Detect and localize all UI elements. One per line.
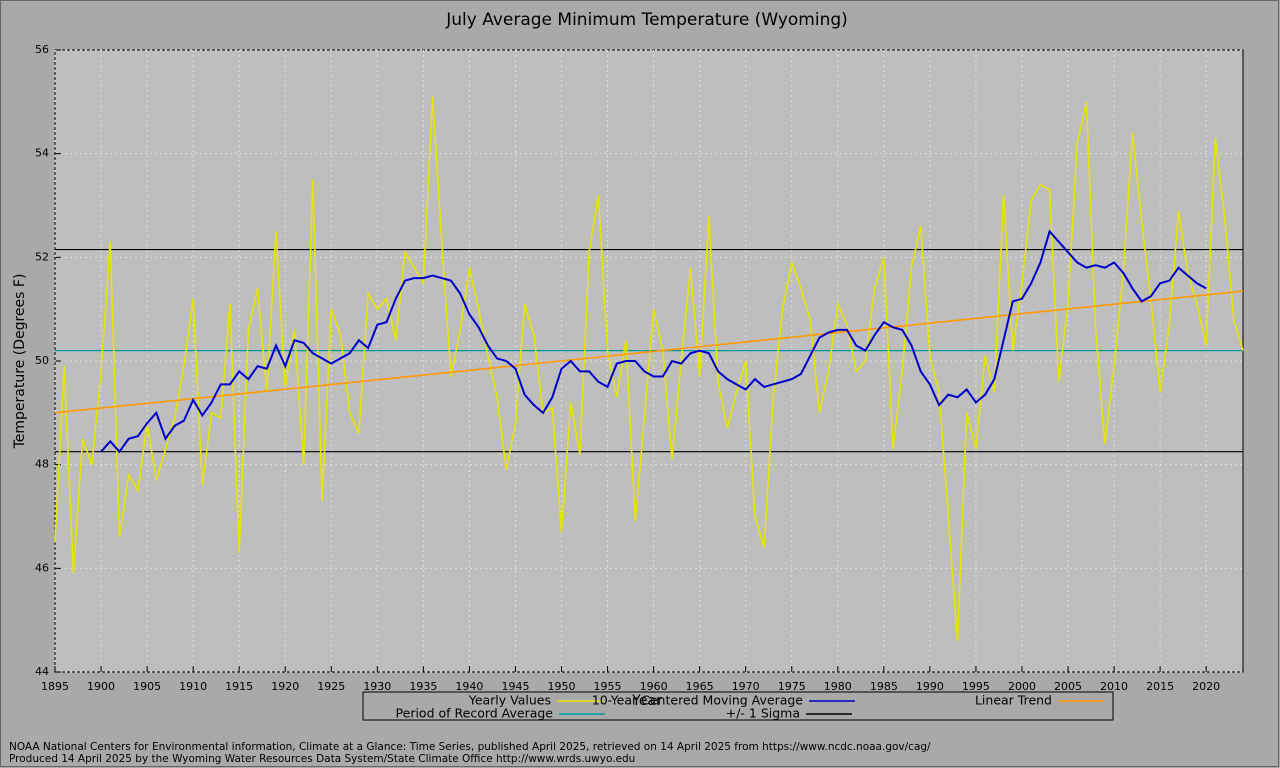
x-tick-label: 1950 bbox=[548, 680, 576, 693]
y-tick-label: 52 bbox=[35, 250, 49, 263]
footer-line: NOAA National Centers for Environmental … bbox=[9, 741, 931, 753]
x-tick-label: 1995 bbox=[962, 680, 990, 693]
x-tick-label: 1945 bbox=[501, 680, 529, 693]
x-tick-label: 1985 bbox=[870, 680, 898, 693]
x-tick-label: 1930 bbox=[363, 680, 391, 693]
x-tick-label: 1920 bbox=[271, 680, 299, 693]
x-axis-label: Year bbox=[631, 693, 662, 709]
x-tick-label: 2010 bbox=[1100, 680, 1128, 693]
x-tick-label: 1895 bbox=[41, 680, 69, 693]
footer-line: Produced 14 April 2025 by the Wyoming Wa… bbox=[9, 753, 635, 765]
series-line bbox=[54, 290, 1244, 414]
series-line bbox=[100, 229, 1207, 454]
x-tick-label: 1925 bbox=[317, 680, 345, 693]
x-tick-label: 2015 bbox=[1146, 680, 1174, 693]
x-tick-label: 1915 bbox=[225, 680, 253, 693]
legend-label: 10-Year Centered Moving Average bbox=[592, 693, 804, 708]
x-tick-label: 1975 bbox=[778, 680, 806, 693]
y-tick-label: 46 bbox=[35, 561, 49, 574]
x-tick-label: 1990 bbox=[916, 680, 944, 693]
y-tick-label: 48 bbox=[35, 458, 49, 471]
x-tick-label: 1960 bbox=[640, 680, 668, 693]
y-tick-label: 50 bbox=[35, 354, 49, 367]
x-tick-label: 1940 bbox=[455, 680, 483, 693]
x-tick-label: 1935 bbox=[409, 680, 437, 693]
x-tick-label: 2000 bbox=[1008, 680, 1036, 693]
y-tick-label: 44 bbox=[35, 665, 49, 678]
x-tick-label: 1900 bbox=[87, 680, 115, 693]
x-tick-label: 2005 bbox=[1054, 680, 1082, 693]
y-axis-label: Temperature (Degrees F) bbox=[12, 274, 28, 450]
chart-title: July Average Minimum Temperature (Wyomin… bbox=[445, 10, 848, 30]
legend-label: Linear Trend bbox=[975, 693, 1052, 708]
x-tick-label: 2020 bbox=[1192, 680, 1220, 693]
legend-label: +/- 1 Sigma bbox=[726, 706, 800, 721]
x-tick-label: 1905 bbox=[133, 680, 161, 693]
y-tick-label: 56 bbox=[35, 43, 49, 56]
x-tick-label: 1955 bbox=[594, 680, 622, 693]
legend-label: Yearly Values bbox=[468, 693, 551, 708]
series-line bbox=[54, 96, 1244, 641]
legend-label: Period of Record Average bbox=[396, 706, 554, 721]
x-tick-label: 1910 bbox=[179, 680, 207, 693]
y-tick-label: 54 bbox=[35, 147, 49, 160]
x-tick-label: 1970 bbox=[732, 680, 760, 693]
legend-box bbox=[362, 691, 1114, 721]
x-tick-label: 1965 bbox=[686, 680, 714, 693]
x-tick-label: 1980 bbox=[824, 680, 852, 693]
